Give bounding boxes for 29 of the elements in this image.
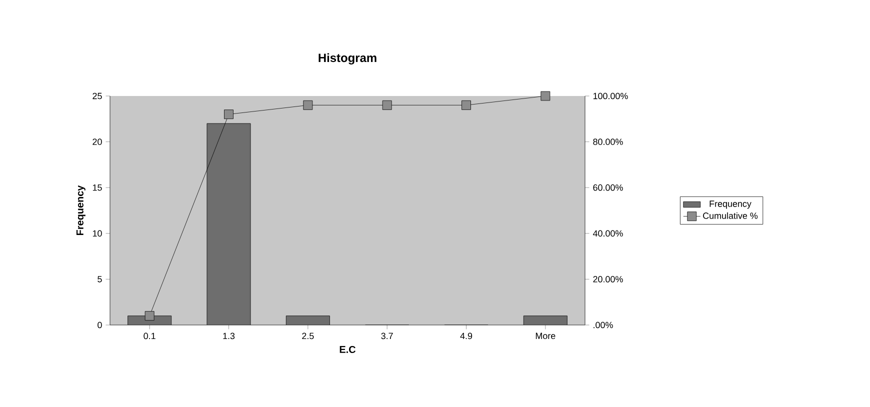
y-tick-label: 10 [92, 230, 102, 237]
y-tick-label: 5 [98, 276, 102, 282]
x-tick-label: More [536, 332, 556, 340]
y-tick-label: 20 [92, 138, 102, 145]
y2-tick-label: 80.00% [593, 138, 623, 145]
legend-label: Cumulative % [703, 212, 758, 219]
point [303, 100, 313, 110]
point [540, 91, 550, 101]
chart-title: Histogram [318, 53, 376, 64]
y2-tick-label: 60.00% [593, 184, 623, 191]
point [224, 110, 234, 120]
y2-tick-label: 100.00% [593, 92, 628, 100]
x-tick-label: 2.5 [302, 332, 314, 340]
y2-tick-label: 40.00% [592, 230, 623, 237]
y-axis-title: Frequency [76, 185, 86, 236]
x-tick-label: 4.9 [460, 332, 472, 340]
point [144, 311, 154, 321]
y-tick-label: 0 [98, 322, 102, 328]
x-tick-label: 3.7 [381, 332, 393, 340]
y2-tick-label: .00% [594, 322, 613, 328]
x-axis-title: E.C [340, 346, 356, 354]
point [382, 100, 392, 110]
y2-tick-label: 20.00% [593, 276, 623, 282]
x-tick-label: 0.1 [144, 332, 156, 340]
x-tick-label: 1.3 [223, 332, 235, 340]
legend-label: Frequency [710, 200, 752, 209]
point [462, 100, 471, 110]
y-tick-label: 15 [92, 184, 102, 191]
y-tick-label: 25 [92, 92, 102, 100]
